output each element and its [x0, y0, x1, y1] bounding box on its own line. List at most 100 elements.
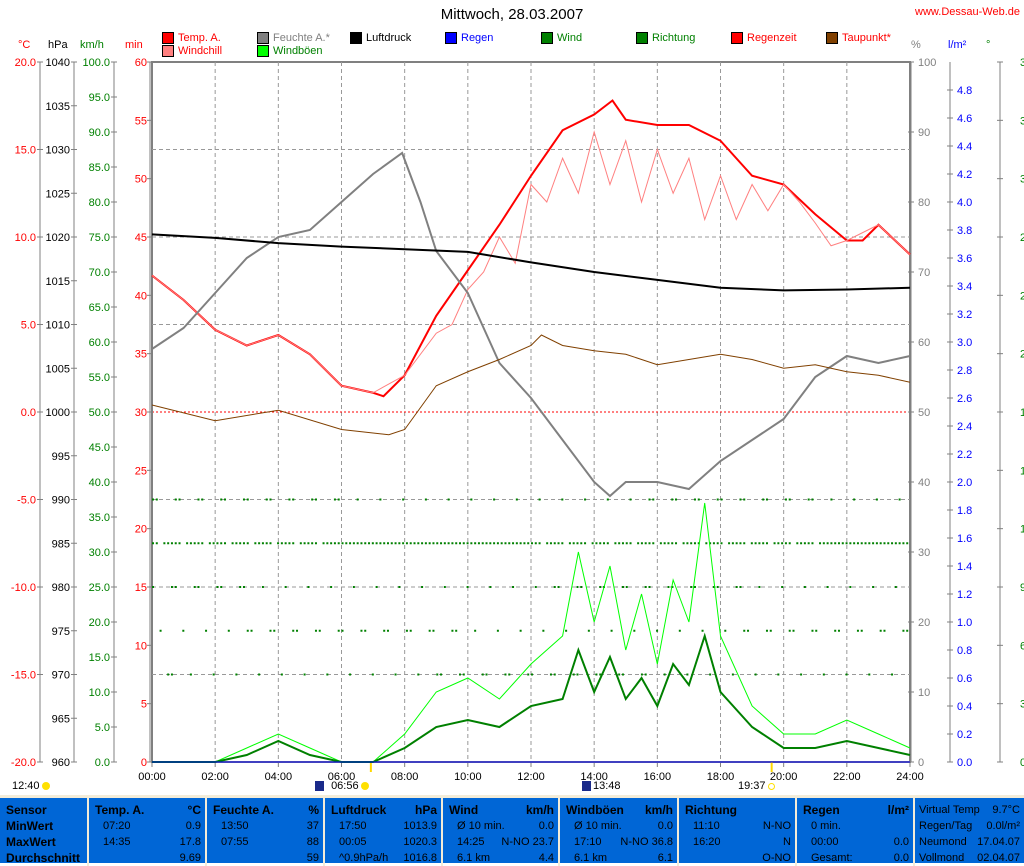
direction-dot — [648, 586, 651, 588]
tick-label-rain: 1.8 — [957, 505, 972, 517]
direction-dot — [205, 629, 208, 632]
direction-dot — [792, 629, 795, 632]
direction-dot — [235, 542, 238, 545]
cell-time — [95, 850, 103, 866]
direction-dot — [432, 629, 435, 632]
series-taupunkt — [151, 334, 911, 436]
direction-dot — [212, 542, 215, 545]
direction-dot — [239, 542, 242, 545]
direction-dot — [663, 673, 666, 676]
tick-label-direction: 180 S — [1020, 407, 1024, 419]
sunset-icon — [767, 782, 775, 790]
direction-dot — [762, 498, 765, 501]
direction-dot — [603, 542, 606, 545]
direction-dot — [360, 629, 363, 632]
direction-dot — [538, 542, 541, 545]
direction-dot — [386, 542, 389, 545]
direction-dot — [288, 498, 291, 501]
panel-windb-en: Windböen km/h Ø 10 min. 0.0 17:10 N-NO 36.8 6.… — [558, 798, 677, 866]
direction-dot — [197, 542, 200, 545]
direction-dot — [625, 542, 628, 545]
direction-dot — [170, 673, 173, 676]
legend-label: Wind — [557, 32, 583, 44]
direction-dot — [265, 542, 268, 545]
tick-label-direction: 30 — [1020, 699, 1024, 711]
sunrise-marker: 06:56 — [315, 780, 369, 792]
tick-label-wind: 35.0 — [89, 512, 110, 524]
direction-dot — [731, 542, 734, 545]
direction-dot — [277, 542, 280, 545]
direction-dot — [637, 542, 640, 545]
row-label-min: MinWert — [6, 819, 54, 833]
direction-dot — [386, 629, 389, 632]
cell-time — [685, 850, 693, 866]
cell-value: 0.0 — [893, 852, 909, 864]
direction-dot — [417, 542, 420, 545]
tick-label-temp: 10.0 — [15, 232, 36, 244]
direction-dot — [629, 542, 632, 545]
direction-dot — [595, 673, 598, 676]
direction-dot — [557, 586, 560, 588]
direction-dot — [504, 542, 507, 545]
direction-dot — [906, 542, 909, 545]
tick-label-pressure: 1040 — [46, 57, 70, 69]
direction-dot — [534, 542, 537, 545]
site-link[interactable]: www.Dessau-Web.de — [915, 6, 1020, 18]
tick-label-humidity: 10 — [918, 687, 930, 699]
cell-value: 0.0 — [893, 836, 909, 848]
tick-label-humidity: 0 — [918, 757, 924, 769]
direction-dot — [265, 498, 268, 501]
direction-dot — [845, 673, 848, 676]
tick-label-rain_time: 60 — [135, 57, 147, 69]
direction-dot — [394, 542, 397, 545]
direction-dot — [292, 629, 295, 632]
weather-chart: 20.015.010.05.00.0-5.0-10.0-15.0-20.0104… — [11, 57, 1024, 783]
direction-dot — [891, 542, 894, 545]
extra-value: 9.7°C — [992, 804, 1020, 816]
legend-label: Windchill — [178, 45, 223, 57]
direction-dot — [485, 542, 488, 545]
direction-dot — [644, 542, 647, 545]
tick-label-humidity: 40 — [918, 477, 930, 489]
direction-dot — [375, 542, 378, 545]
direction-dot — [864, 542, 867, 545]
direction-dot — [466, 586, 469, 588]
x-tick-label: 06:00 — [328, 771, 356, 783]
direction-dot — [697, 542, 700, 545]
tick-label-humidity: 90 — [918, 127, 930, 139]
direction-dot — [724, 629, 727, 632]
direction-dot — [849, 542, 852, 545]
cell-value: N-NO 23.7 — [501, 836, 554, 848]
direction-dot — [788, 542, 791, 545]
direction-dot — [330, 542, 333, 545]
direction-dot — [254, 542, 257, 545]
direction-dot — [784, 542, 787, 545]
direction-dot — [576, 673, 579, 676]
tick-label-pressure: 980 — [52, 582, 70, 594]
tick-label-pressure: 960 — [52, 757, 70, 769]
cell-value: 1016.8 — [403, 852, 437, 864]
x-tick-label: 02:00 — [201, 771, 229, 783]
panel-unit: hPa — [414, 803, 437, 817]
direction-dot — [375, 586, 378, 588]
legend-swatch — [257, 45, 269, 57]
direction-dot — [527, 542, 530, 545]
legend-item: Taupunkt* — [826, 32, 891, 44]
cell-time: 17:10 — [574, 836, 602, 848]
direction-dot — [235, 673, 238, 676]
direction-dot — [182, 629, 185, 632]
legend-label: Feuchte A.* — [273, 32, 330, 44]
tick-label-direction: 330 — [1020, 115, 1024, 127]
direction-dot — [405, 542, 408, 545]
direction-dot — [515, 542, 518, 545]
extra-value: 0.0l/m² — [986, 820, 1020, 832]
direction-dot — [508, 673, 511, 676]
tick-label-rain_time: 30 — [135, 407, 147, 419]
direction-dot — [261, 542, 264, 545]
direction-dot — [667, 542, 670, 545]
direction-dot — [883, 542, 886, 545]
direction-dot — [898, 498, 901, 501]
direction-dot — [875, 542, 878, 545]
direction-dot — [591, 542, 594, 545]
direction-dot — [443, 542, 446, 545]
